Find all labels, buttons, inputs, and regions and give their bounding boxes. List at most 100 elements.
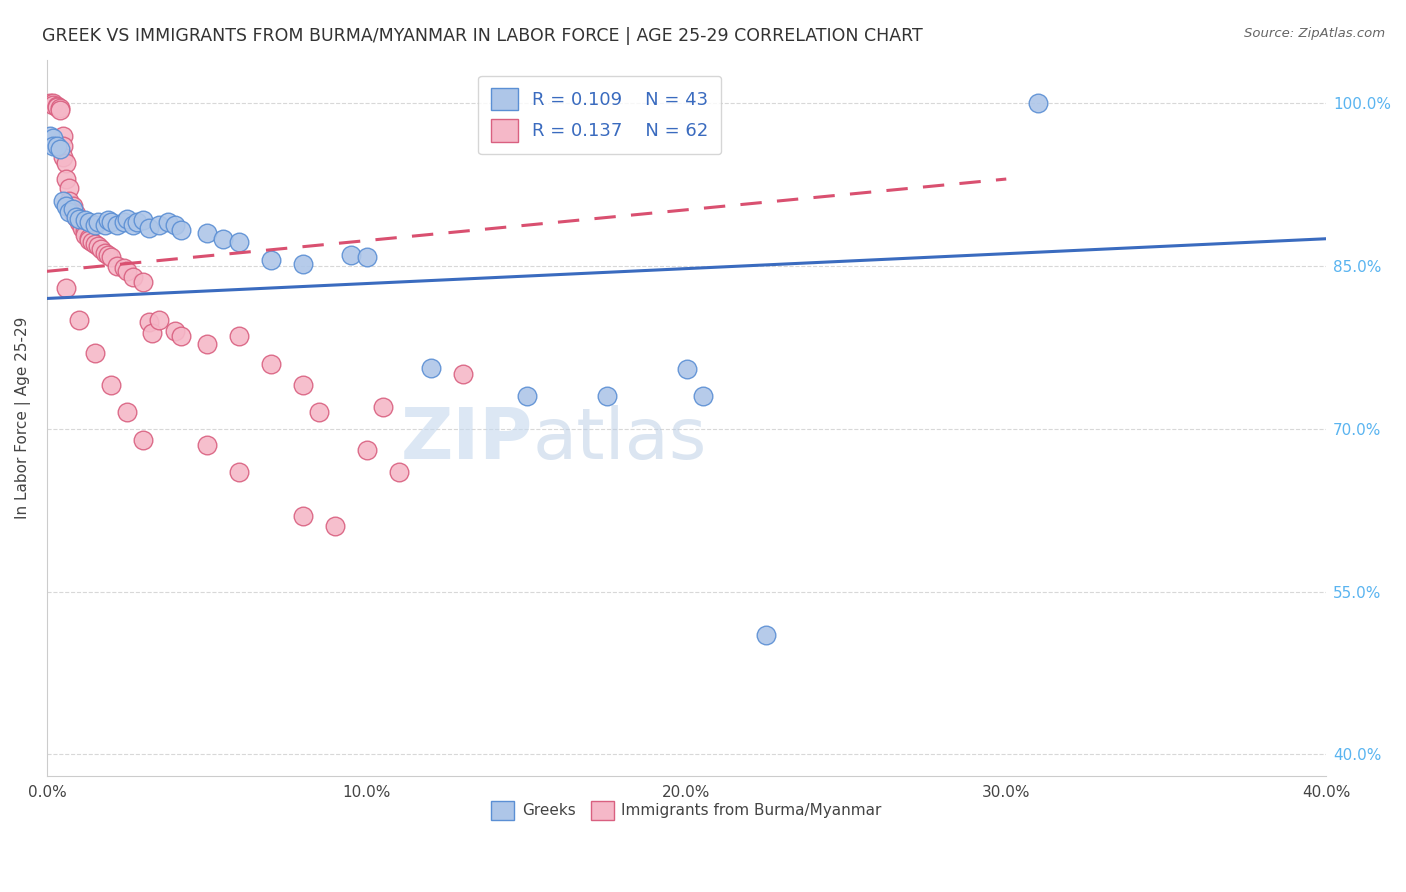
Point xyxy=(58,194,80,208)
Point xyxy=(211,232,233,246)
Point xyxy=(42,96,65,111)
Point xyxy=(65,210,87,224)
Point xyxy=(70,220,93,235)
Point xyxy=(163,324,186,338)
Point xyxy=(52,150,75,164)
Point xyxy=(148,218,170,232)
Point xyxy=(675,362,697,376)
Point xyxy=(93,218,115,232)
Point xyxy=(97,248,120,262)
Point xyxy=(291,257,314,271)
Point xyxy=(132,213,155,227)
Point xyxy=(97,213,120,227)
Point xyxy=(163,218,186,232)
Point xyxy=(388,465,411,479)
Point xyxy=(75,228,97,243)
Point xyxy=(65,210,87,224)
Point xyxy=(39,96,62,111)
Text: atlas: atlas xyxy=(533,405,707,474)
Point xyxy=(260,357,283,371)
Point xyxy=(157,215,180,229)
Point xyxy=(65,207,87,221)
Point xyxy=(122,218,145,232)
Point xyxy=(323,519,346,533)
Point xyxy=(228,329,250,343)
Point xyxy=(55,172,77,186)
Point xyxy=(451,368,474,382)
Point xyxy=(170,223,193,237)
Point xyxy=(125,215,148,229)
Point xyxy=(100,215,122,229)
Point xyxy=(90,242,112,256)
Point xyxy=(77,233,100,247)
Point xyxy=(67,313,90,327)
Point xyxy=(67,212,90,227)
Point xyxy=(356,443,378,458)
Point xyxy=(260,253,283,268)
Point xyxy=(516,389,538,403)
Point xyxy=(62,204,84,219)
Point xyxy=(170,329,193,343)
Point xyxy=(67,213,90,227)
Point xyxy=(419,360,441,375)
Point xyxy=(62,199,84,213)
Point xyxy=(132,275,155,289)
Point xyxy=(75,224,97,238)
Point xyxy=(100,250,122,264)
Point xyxy=(87,239,110,253)
Point xyxy=(52,139,75,153)
Point xyxy=(45,100,67,114)
Point xyxy=(115,212,138,227)
Point xyxy=(371,400,394,414)
Point xyxy=(70,218,93,232)
Point xyxy=(77,215,100,229)
Point xyxy=(67,215,90,229)
Point xyxy=(84,237,107,252)
Point xyxy=(138,315,160,329)
Point xyxy=(55,199,77,213)
Point xyxy=(84,218,107,232)
Point xyxy=(45,139,67,153)
Point xyxy=(42,130,65,145)
Text: GREEK VS IMMIGRANTS FROM BURMA/MYANMAR IN LABOR FORCE | AGE 25-29 CORRELATION CH: GREEK VS IMMIGRANTS FROM BURMA/MYANMAR I… xyxy=(42,27,922,45)
Point xyxy=(195,337,218,351)
Point xyxy=(339,248,361,262)
Point xyxy=(75,213,97,227)
Point xyxy=(93,245,115,260)
Point xyxy=(45,99,67,113)
Point xyxy=(138,220,160,235)
Point xyxy=(42,139,65,153)
Point xyxy=(49,142,72,156)
Point xyxy=(112,261,135,276)
Point xyxy=(195,438,218,452)
Point xyxy=(195,227,218,241)
Point xyxy=(52,194,75,208)
Point xyxy=(55,280,77,294)
Point xyxy=(42,98,65,112)
Point xyxy=(228,465,250,479)
Point xyxy=(692,389,714,403)
Point xyxy=(308,405,330,419)
Point xyxy=(291,378,314,392)
Point xyxy=(115,264,138,278)
Point xyxy=(49,102,72,116)
Point xyxy=(595,389,617,403)
Legend: Greeks, Immigrants from Burma/Myanmar: Greeks, Immigrants from Burma/Myanmar xyxy=(485,795,887,826)
Point xyxy=(115,405,138,419)
Y-axis label: In Labor Force | Age 25-29: In Labor Force | Age 25-29 xyxy=(15,317,31,519)
Point xyxy=(62,202,84,217)
Point xyxy=(58,204,80,219)
Point xyxy=(132,433,155,447)
Point xyxy=(100,378,122,392)
Point xyxy=(141,326,163,341)
Point xyxy=(84,345,107,359)
Point xyxy=(1026,96,1049,111)
Text: ZIP: ZIP xyxy=(401,405,533,474)
Point xyxy=(356,250,378,264)
Point xyxy=(52,128,75,143)
Point xyxy=(105,259,128,273)
Point xyxy=(80,235,103,249)
Point xyxy=(112,215,135,229)
Text: Source: ZipAtlas.com: Source: ZipAtlas.com xyxy=(1244,27,1385,40)
Point xyxy=(105,218,128,232)
